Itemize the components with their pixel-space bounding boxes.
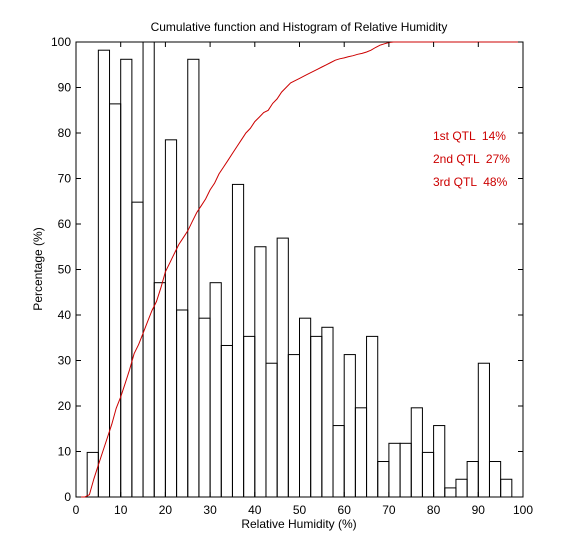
y-tick-label: 30 (58, 354, 72, 368)
y-tick-label: 50 (58, 263, 72, 277)
y-axis-title: Percentage (%) (31, 227, 45, 310)
histogram-bar (321, 326, 334, 498)
histogram-bar (433, 425, 446, 498)
y-tick-label: 80 (58, 126, 72, 140)
x-tick-label: 20 (159, 503, 173, 517)
quantile-annotation: 2nd QTL 27% (433, 152, 510, 166)
histogram-series (86, 41, 513, 498)
x-tick-label: 0 (73, 503, 80, 517)
histogram-bar (477, 362, 490, 498)
x-tick-label: 60 (338, 503, 352, 517)
y-tick-label: 100 (51, 35, 71, 49)
y-axis: 0 10 20 30 40 50 60 70 80 90 100 (51, 35, 523, 504)
histogram-bar (187, 58, 200, 498)
y-tick-label: 60 (58, 217, 72, 231)
x-tick-label: 100 (513, 503, 533, 517)
x-tick-label: 90 (472, 503, 486, 517)
y-tick-label: 0 (64, 490, 71, 504)
x-axis-title: Relative Humidity (%) (241, 517, 356, 531)
y-tick-label: 20 (58, 399, 72, 413)
x-tick-label: 10 (114, 503, 128, 517)
histogram-bar (500, 478, 513, 498)
y-tick-label: 10 (58, 445, 72, 459)
quantile-annotation: 1st QTL 14% (433, 129, 506, 143)
x-tick-label: 30 (203, 503, 217, 517)
cumulative-line (76, 41, 523, 498)
y-tick-label: 40 (58, 308, 72, 322)
x-tick-label: 80 (427, 503, 441, 517)
quantile-annotation: 3rd QTL 48% (433, 175, 508, 189)
histogram-bar (142, 41, 155, 498)
y-tick-label: 70 (58, 172, 72, 186)
x-tick-label: 70 (382, 503, 396, 517)
cumulative-series (76, 41, 523, 498)
x-axis: 0 10 20 30 40 50 60 70 80 90 100 (73, 42, 533, 517)
x-tick-label: 50 (293, 503, 307, 517)
quantile-annotations: 1st QTL 14% 2nd QTL 27% 3rd QTL 48% (433, 129, 510, 189)
x-tick-label: 40 (248, 503, 262, 517)
histogram-bar (366, 335, 379, 498)
chart-title: Cumulative function and Histogram of Rel… (151, 20, 448, 34)
y-tick-label: 90 (58, 81, 72, 95)
